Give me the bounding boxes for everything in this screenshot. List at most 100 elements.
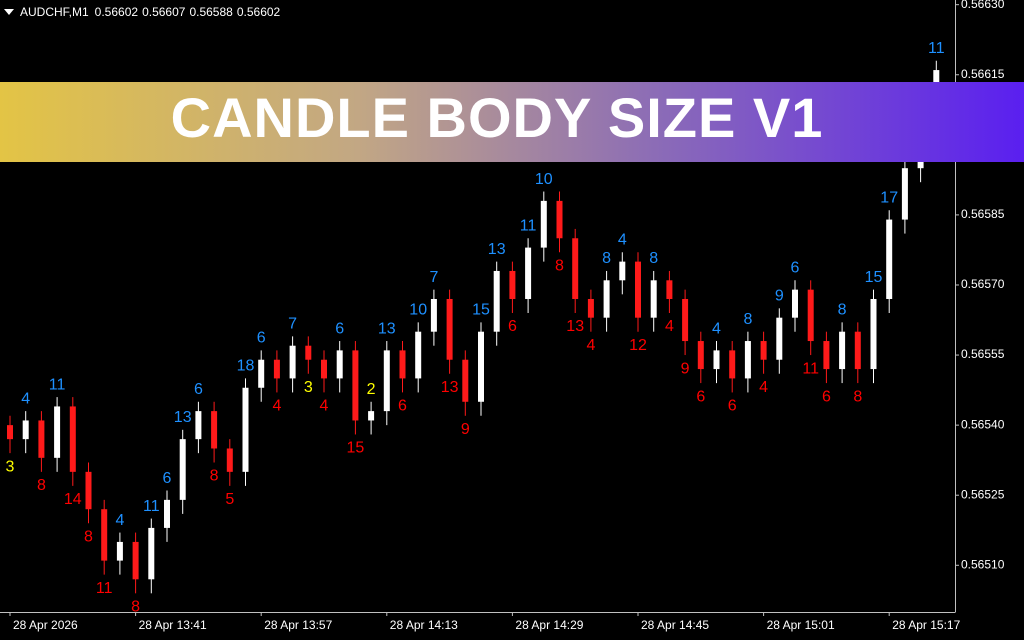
body-size-label: 6 — [696, 388, 705, 405]
body-size-label: 4 — [712, 320, 721, 337]
body-size-label: 13 — [441, 379, 459, 396]
candle-body — [352, 350, 359, 421]
candle-body — [572, 238, 579, 299]
body-size-label: 6 — [335, 320, 344, 337]
close-quote: 0.56602 — [237, 5, 281, 19]
candle-body — [321, 359, 327, 379]
candle-body — [164, 499, 170, 528]
candle-body — [682, 298, 689, 342]
candle-body — [399, 350, 406, 379]
candle-body — [336, 350, 343, 379]
body-size-label: 9 — [681, 360, 690, 377]
y-tick-label: 0.56585 — [961, 207, 1005, 221]
y-tick-label: 0.56615 — [961, 67, 1005, 81]
candle-body — [179, 439, 186, 500]
candle-body — [38, 420, 45, 458]
body-size-label: 7 — [429, 269, 438, 286]
body-size-label: 4 — [272, 398, 281, 415]
candle-body — [195, 411, 202, 440]
body-size-label: 4 — [115, 512, 124, 529]
body-size-label: 5 — [225, 491, 234, 508]
body-size-label: 6 — [163, 470, 172, 487]
candle-body — [22, 420, 29, 440]
body-size-label: 11 — [96, 580, 113, 597]
candle-body — [305, 345, 312, 360]
body-size-label: 8 — [853, 388, 862, 405]
candle-body — [132, 541, 139, 580]
candle-body — [383, 350, 390, 412]
candle-body — [7, 425, 13, 440]
body-size-label: 9 — [775, 288, 784, 305]
candle-body — [807, 289, 814, 342]
x-tick-label: 28 Apr 15:17 — [892, 618, 960, 632]
candle-body — [462, 359, 469, 402]
candle-body — [854, 331, 861, 370]
x-tick-label: 28 Apr 2026 — [13, 618, 78, 632]
candle-body — [289, 345, 296, 379]
body-size-label: 6 — [822, 388, 831, 405]
body-size-label: 8 — [131, 599, 140, 616]
x-tick-label: 28 Apr 13:41 — [139, 618, 207, 632]
candle-body — [258, 359, 265, 388]
body-size-label: 7 — [288, 316, 297, 333]
body-size-label: 11 — [802, 360, 819, 377]
candle-body — [603, 280, 610, 318]
candle-body — [525, 247, 532, 299]
candle-body — [619, 261, 626, 281]
body-size-label: 8 — [838, 302, 847, 319]
candle-body — [666, 280, 673, 299]
x-tick-label: 28 Apr 15:01 — [767, 618, 835, 632]
high-quote: 0.56607 — [142, 5, 186, 19]
low-quote: 0.56588 — [189, 5, 233, 19]
body-size-label: 15 — [865, 269, 883, 286]
candle-body — [901, 168, 908, 220]
candle-body — [509, 270, 516, 299]
body-size-label: 13 — [174, 409, 192, 426]
body-size-label: 8 — [84, 528, 93, 545]
body-size-label: 4 — [320, 398, 329, 415]
body-size-label: 8 — [602, 250, 611, 267]
body-size-label: 8 — [37, 477, 46, 494]
body-size-label: 13 — [488, 241, 506, 258]
candle-body — [713, 350, 720, 370]
candle-body — [556, 200, 563, 239]
candle-body — [415, 331, 422, 379]
body-size-label: 4 — [759, 379, 768, 396]
candle-body — [792, 289, 798, 318]
body-size-label: 17 — [880, 189, 898, 206]
candle-body — [148, 527, 155, 580]
x-tick-label: 28 Apr 14:13 — [390, 618, 458, 632]
x-tick-label: 28 Apr 13:57 — [264, 618, 332, 632]
header: AUDCHF,M1 0.56602 0.56607 0.56588 0.56602 — [4, 5, 281, 19]
body-size-label: 15 — [347, 440, 365, 457]
body-size-label: 2 — [367, 381, 376, 398]
header-quote: AUDCHF,M1 0.56602 0.56607 0.56588 0.56602 — [20, 5, 281, 19]
body-size-label: 8 — [649, 250, 658, 267]
candle-body — [886, 219, 893, 299]
candle-body — [116, 541, 123, 561]
body-size-label: 11 — [143, 498, 160, 515]
menu-arrow[interactable] — [4, 9, 14, 15]
banner-bg — [0, 82, 1024, 162]
body-size-label: 8 — [555, 257, 564, 274]
body-size-label: 4 — [21, 390, 30, 407]
candle-body — [870, 298, 877, 370]
candle-body — [368, 411, 375, 421]
candle-body — [697, 341, 704, 370]
body-size-label: 8 — [210, 468, 219, 485]
plot-area: 3481114811481161368518647346152136107139… — [6, 40, 945, 616]
body-size-label: 12 — [629, 337, 647, 354]
body-size-label: 8 — [743, 311, 752, 328]
body-size-label: 13 — [378, 320, 396, 337]
body-size-label: 11 — [49, 376, 66, 393]
body-size-label: 4 — [586, 337, 595, 354]
candle-body — [226, 448, 233, 472]
x-tick-label: 28 Apr 14:29 — [515, 618, 583, 632]
body-size-label: 6 — [791, 260, 800, 277]
candle-body — [760, 341, 767, 360]
candle-body — [744, 341, 751, 379]
y-tick-label: 0.56570 — [961, 277, 1005, 291]
candle-body — [85, 471, 92, 510]
x-tick-label: 28 Apr 14:45 — [641, 618, 709, 632]
body-size-label: 13 — [566, 318, 584, 335]
